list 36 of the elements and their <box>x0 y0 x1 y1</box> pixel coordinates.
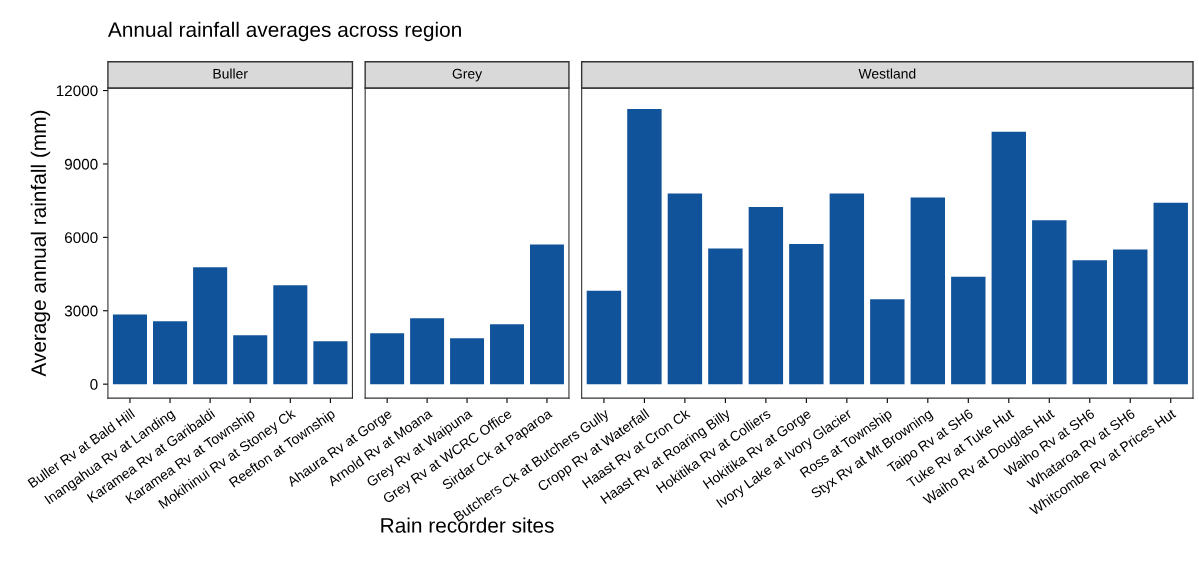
bar <box>153 321 188 385</box>
bar <box>1032 220 1067 385</box>
y-tick-label: 0 <box>90 379 98 390</box>
bar <box>667 193 703 385</box>
bar <box>910 197 946 385</box>
bar <box>586 290 622 385</box>
chart-title: Annual rainfall averages across region <box>107 21 461 42</box>
chart-subtitle: Buller <box>213 68 248 79</box>
y-tick-label: 6000 <box>64 232 98 244</box>
bar <box>708 248 743 385</box>
bar <box>1072 260 1107 385</box>
bar <box>450 338 485 385</box>
bar <box>313 341 348 385</box>
bar <box>112 314 147 385</box>
bar <box>233 335 268 385</box>
chart-subtitle: Westland <box>858 68 916 79</box>
bar <box>829 193 865 385</box>
bar <box>1153 202 1188 385</box>
y-tick-label: 9000 <box>64 158 98 170</box>
bar <box>789 243 824 385</box>
bar <box>748 207 784 385</box>
bar <box>193 267 228 385</box>
bar <box>627 108 662 385</box>
bar <box>490 324 524 385</box>
y-axis-title: Average annual rainfall (mm) <box>30 110 51 377</box>
bar <box>370 333 405 385</box>
bar <box>870 299 905 385</box>
y-tick-label: 12000 <box>56 85 98 97</box>
bar <box>529 244 564 385</box>
bar <box>410 318 445 385</box>
bar <box>1113 249 1148 385</box>
y-tick-label: 3000 <box>64 305 98 317</box>
bar <box>273 285 308 385</box>
bar <box>991 131 1026 385</box>
bar <box>951 276 986 385</box>
chart-subtitle: Grey <box>452 68 483 82</box>
